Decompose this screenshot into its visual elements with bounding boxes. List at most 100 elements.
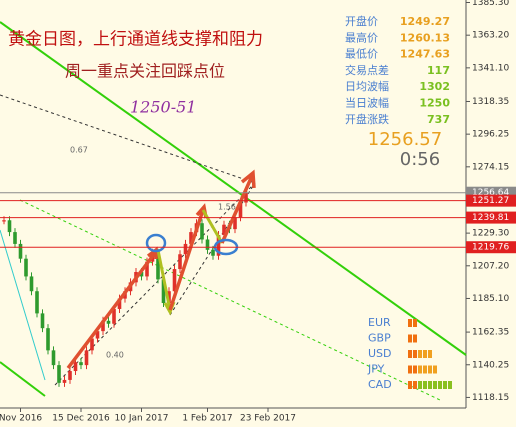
- y-tick-label: 1185.10: [472, 294, 509, 304]
- strength-cell: [418, 350, 422, 358]
- strength-cell: [418, 365, 422, 374]
- candle: [46, 328, 50, 351]
- level-box: [466, 241, 516, 254]
- strength-cell: [423, 365, 427, 374]
- time: 0:56: [400, 149, 440, 170]
- strength-cell: [443, 381, 447, 389]
- indicator-line: [0, 229, 46, 381]
- y-tick-label: 1341.10: [472, 63, 509, 73]
- channel-line: [0, 361, 46, 397]
- candle: [68, 371, 72, 380]
- y-tick-label: 1162.35: [472, 328, 509, 338]
- arrow: [168, 203, 208, 311]
- candle: [18, 243, 23, 259]
- candle: [189, 232, 193, 244]
- strength-cell: [448, 381, 452, 389]
- candle: [51, 350, 56, 366]
- y-tick-label: 1140.25: [472, 360, 509, 370]
- candle: [139, 272, 144, 277]
- candle: [117, 298, 122, 309]
- candle: [200, 223, 204, 240]
- quote-label: 最高价: [345, 30, 378, 44]
- strength-cell: [408, 350, 412, 358]
- candle: [35, 291, 39, 314]
- y-tick-label: 1385.30: [472, 0, 509, 8]
- level-box: [466, 211, 516, 224]
- arrow: [220, 169, 256, 244]
- quote-value: 1247.63: [400, 48, 450, 61]
- x-tick-label: Nov 2016: [0, 414, 42, 424]
- strength-cell: [438, 381, 442, 389]
- strength-cell: [418, 381, 422, 389]
- strength-cell: [413, 350, 417, 358]
- y-tick-label: 1207.20: [472, 261, 509, 271]
- candle: [2, 220, 6, 222]
- strength-cell: [413, 319, 417, 327]
- subtitle: 周一重点关注回踩点位: [65, 62, 225, 81]
- channel-line: [0, 21, 467, 356]
- currency-label: CAD: [368, 378, 392, 391]
- price: 1256.57: [368, 129, 442, 150]
- strength-cell: [413, 334, 417, 343]
- arrow: [201, 209, 224, 244]
- candle: [167, 291, 171, 304]
- quote-value: 1302: [419, 80, 450, 93]
- fib-label: 0.40: [106, 351, 124, 360]
- candle: [29, 276, 34, 292]
- strength-cell: [423, 381, 427, 389]
- candle: [205, 239, 210, 250]
- y-tick-label: 1118.15: [472, 393, 509, 403]
- strength-cell: [433, 381, 437, 389]
- quote-label: 日均波幅: [345, 80, 389, 93]
- candle: [24, 258, 28, 277]
- x-tick-label: 23 Feb 2017: [240, 414, 296, 424]
- x-tick-label: 10 Jan 2017: [115, 414, 169, 424]
- strength-cell: [408, 319, 412, 327]
- candle: [106, 320, 111, 324]
- y-tick-label: 1296.25: [472, 130, 509, 140]
- y-tick-label: 1229.30: [472, 229, 509, 239]
- candle: [73, 362, 78, 372]
- y-tick-label: 1363.20: [472, 31, 509, 41]
- quote-label: 开盘价: [345, 14, 378, 28]
- currency-label: USD: [368, 347, 392, 360]
- strength-cell: [408, 381, 412, 389]
- strength-bar: [408, 350, 432, 358]
- candle: [244, 192, 248, 203]
- quote-label: 最低价: [345, 48, 378, 61]
- strength-cell: [408, 365, 412, 374]
- strength-cell: [428, 350, 432, 358]
- currency-label: JPY: [367, 363, 385, 376]
- title: 黄金日图，上行通道线支撑和阻力: [8, 30, 263, 50]
- strength-cell: [428, 365, 432, 374]
- quote-value: 117: [427, 64, 450, 77]
- strength-cell: [413, 365, 417, 374]
- candle: [90, 338, 94, 351]
- candle: [178, 254, 182, 270]
- quote-label: 开盘涨跌: [345, 112, 389, 126]
- y-tick-label: 1318.35: [472, 97, 509, 107]
- candle: [222, 224, 226, 236]
- strength-bar: [408, 365, 437, 374]
- candle: [7, 220, 12, 233]
- candle: [13, 232, 17, 244]
- level-box: [466, 194, 516, 207]
- strength-bar: [408, 334, 417, 343]
- strength-bar: [408, 319, 417, 327]
- fib-label: 1.56: [218, 203, 236, 212]
- candle: [216, 235, 221, 256]
- level-label: 1239.81: [472, 213, 509, 223]
- x-tick-label: 15 Dec 2016: [52, 414, 110, 424]
- quote-value: 1260.13: [400, 31, 450, 44]
- strength-cell: [433, 365, 437, 374]
- candle: [79, 362, 83, 366]
- candle: [161, 279, 166, 304]
- fib-label: 0.67: [70, 146, 88, 155]
- currency-label: GBP: [368, 332, 391, 345]
- quote-value: 1249.27: [400, 15, 450, 28]
- candle: [57, 365, 61, 383]
- quote-value: 737: [427, 113, 450, 126]
- strength-cell: [428, 381, 432, 389]
- strength-cell: [423, 350, 427, 358]
